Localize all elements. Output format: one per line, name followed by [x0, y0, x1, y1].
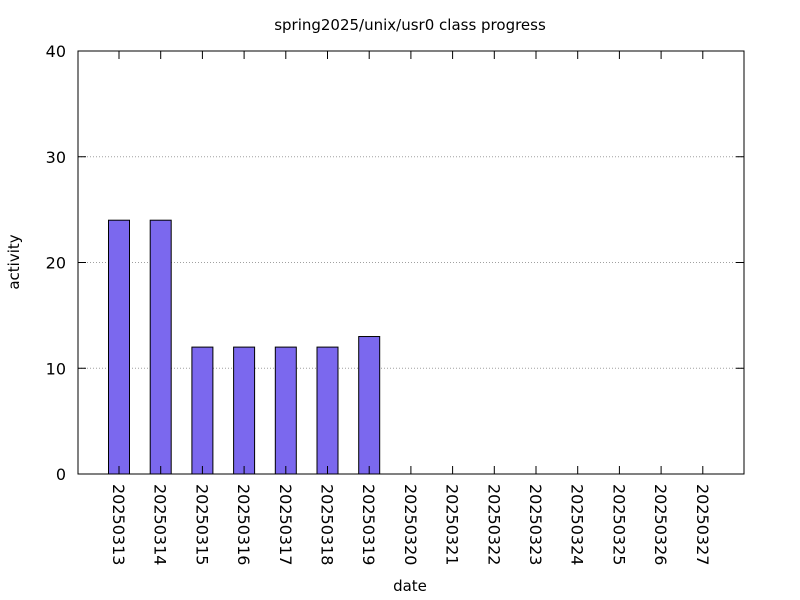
bar-20250313 [108, 219, 130, 475]
y-axis: 0 10 20 30 40 [46, 42, 744, 484]
x-tick-label: 20250320 [401, 484, 420, 565]
y-tick-label: 30 [46, 148, 66, 167]
x-tick-label: 20250317 [276, 484, 295, 565]
x-tick-label: 20250324 [568, 484, 587, 565]
x-tick-label: 20250322 [484, 484, 503, 565]
grid-lines [78, 156, 744, 369]
x-tick-label: 20250314 [151, 484, 170, 565]
y-tick-label: 10 [46, 359, 66, 378]
y-tick-label: 40 [46, 42, 66, 61]
y-tick-label: 20 [46, 254, 66, 273]
bar-20250315 [191, 346, 214, 475]
bar-20250319 [358, 336, 381, 475]
x-tick-label: 20250325 [609, 484, 628, 565]
bar-20250318 [316, 346, 339, 475]
x-tick-label: 20250319 [359, 484, 378, 565]
x-tick-label: 20250316 [234, 484, 253, 565]
x-tick-label: 20250313 [109, 484, 128, 565]
bar-20250314 [149, 219, 172, 475]
x-tick-label: 20250327 [693, 484, 712, 565]
chart-title: spring2025/unix/usr0 class progress [274, 16, 546, 34]
bar-20250316 [233, 346, 256, 475]
x-tick-label: 20250318 [318, 484, 337, 565]
bars [108, 219, 381, 475]
x-tick-label: 20250323 [526, 484, 545, 565]
x-tick-label: 20250321 [443, 484, 462, 565]
x-axis: 20250313 20250314 20250315 20250316 20250317… [109, 51, 712, 565]
bar-20250317 [274, 346, 297, 475]
x-tick-label: 20250326 [651, 484, 670, 565]
y-tick-label: 0 [56, 465, 66, 484]
x-axis-label: date [393, 577, 427, 595]
y-axis-label: activity [5, 234, 23, 289]
x-tick-label: 20250315 [192, 484, 211, 565]
